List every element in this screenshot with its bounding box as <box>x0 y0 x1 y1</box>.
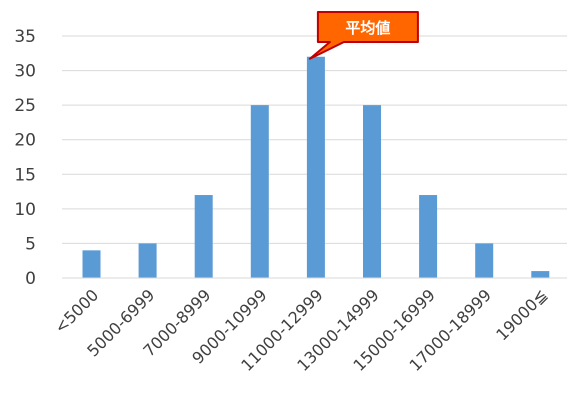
average-callout: 平均値 <box>308 11 419 60</box>
y-tick-label: 30 <box>14 62 36 82</box>
bar <box>250 105 269 279</box>
y-tick-label: 20 <box>14 131 36 151</box>
callout-shape <box>308 11 419 60</box>
bar <box>363 105 381 279</box>
y-tick-label: 0 <box>25 269 36 289</box>
x-axis-ticks: <50005000-69997000-89999000-1099911000-1… <box>51 285 552 375</box>
bar <box>419 195 438 278</box>
y-tick-label: 25 <box>14 96 36 116</box>
x-tick-label: 19000≦ <box>492 285 551 344</box>
bar <box>475 243 494 278</box>
bars <box>82 56 550 279</box>
y-tick-label: 5 <box>25 234 36 254</box>
y-axis-ticks: 0 5 10 15 20 25 30 35 <box>14 27 36 289</box>
bar <box>306 56 325 278</box>
bar <box>82 250 101 278</box>
y-tick-label: 10 <box>14 200 36 220</box>
y-tick-label: 35 <box>14 27 36 47</box>
bar <box>531 271 550 278</box>
bar <box>194 195 213 278</box>
x-tick-label: <5000 <box>51 285 103 337</box>
callout-label: 平均値 <box>345 19 390 37</box>
bar <box>138 243 157 278</box>
y-tick-label: 15 <box>14 165 36 185</box>
